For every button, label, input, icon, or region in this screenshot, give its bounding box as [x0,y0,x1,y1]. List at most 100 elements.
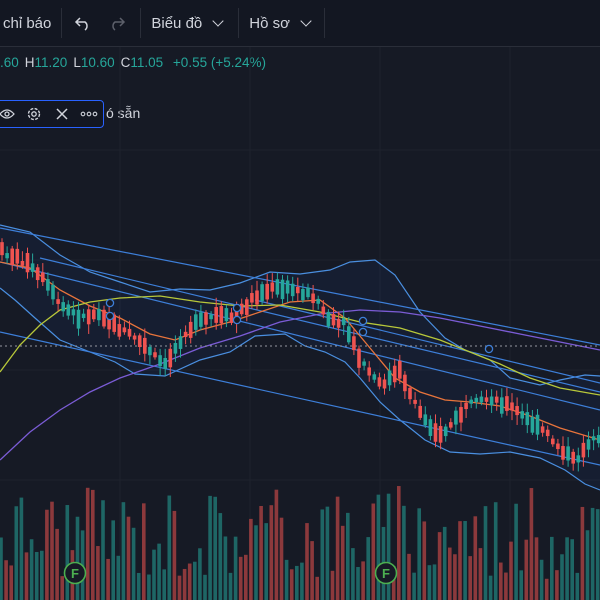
candle-body [143,337,147,354]
volume-bar [366,537,370,600]
undo-button[interactable] [62,0,102,46]
candle-body [178,336,183,349]
volume-bar [417,508,421,600]
visibility-button[interactable] [0,101,21,127]
anchor-point [358,316,368,326]
volume-bar [55,528,59,600]
candle-body [556,443,560,450]
volume-bar [259,505,263,600]
volume-bar [483,506,488,600]
candle-body [127,328,132,337]
candle-body [20,260,25,266]
candle-body [367,367,371,376]
candle-body [229,312,234,323]
volume-bar [504,572,508,600]
candle-body [168,348,173,368]
settings-button[interactable] [21,101,49,127]
volume-bar [356,567,360,600]
volume-bar [407,553,411,600]
candle-body [377,377,382,387]
volume-bar [351,548,355,600]
chart-menu[interactable]: Biểu đồ [141,0,238,46]
volume-bar [29,539,34,600]
remove-button[interactable] [48,101,76,127]
volume-bar [75,516,80,600]
candle-body [199,312,203,327]
candle-body [321,306,326,315]
volume-bar [228,572,233,600]
volume-bar [269,505,274,600]
volume-bar [315,576,319,600]
candle-body [408,387,412,400]
ohlc-legend: .60 H11.20 L10.60 C11.05 +0.55 (+5.24%) [0,55,266,70]
candle-body [214,307,218,323]
volume-bar [580,506,585,600]
volume-bar [24,552,29,600]
candle-body [137,335,142,348]
event-marker-label: F [71,566,79,581]
volume-bar [121,502,126,600]
volume-bar [458,521,462,600]
change-value: +0.55 (+5.24%) [172,55,266,70]
volume-bar [177,575,182,600]
candle-body [398,360,402,379]
chart-menu-label: Biểu đồ [151,14,203,32]
volume-bar [305,523,309,600]
candle-body [586,439,591,450]
volume-bar [300,562,304,600]
indicators-menu[interactable]: chỉ báo [0,0,61,46]
candle-body [362,361,366,366]
low-value: 10.60 [80,55,115,70]
volume-bar [346,512,350,600]
volume-bar [585,530,590,600]
volume-bar [550,536,554,600]
volume-bar [45,509,49,600]
volume-bar [40,550,44,600]
candle-body [392,365,397,383]
candle-body [413,399,417,404]
redo-button[interactable] [102,0,140,46]
candlesticks [0,238,600,472]
volume-bar [335,496,340,600]
candle-body [561,446,565,460]
volume-bar [432,564,437,600]
volume-bar [264,523,268,600]
volume-bar [448,547,452,600]
chart-grid [0,47,600,600]
volume-bar [4,560,8,600]
candle-body [576,455,581,463]
candle-body [331,314,336,326]
high-key: H [24,55,35,70]
channel-line [0,331,600,466]
candle-body [41,272,45,283]
candle-body [194,314,198,330]
volume-bar [116,555,121,600]
indicator-toolbox [0,100,104,128]
high-value: 11.20 [34,55,68,70]
candle-body [581,442,586,458]
candle-body [418,405,422,418]
indicator-label: ó sẵn [106,105,141,121]
close-key: C [120,55,131,70]
candle-body [10,248,14,266]
more-button[interactable] [76,101,104,127]
drawing-anchors [105,298,494,354]
candle-body [56,299,60,304]
candle-body [316,298,320,304]
candle-body [494,396,499,403]
volume-bar [427,565,432,600]
candle-body [107,314,111,330]
channel-line [0,227,600,346]
volume-bar [539,559,544,600]
candle-body [403,374,407,392]
volume-bar [60,576,64,600]
candle-body [484,397,489,402]
candle-body [347,326,351,343]
candle-body [265,283,269,300]
toolbar-divider [323,8,325,38]
candle-body [86,309,91,325]
toolbar-divider [61,8,63,38]
profile-menu[interactable]: Hồ sơ [239,0,324,46]
candle-body [92,309,96,320]
